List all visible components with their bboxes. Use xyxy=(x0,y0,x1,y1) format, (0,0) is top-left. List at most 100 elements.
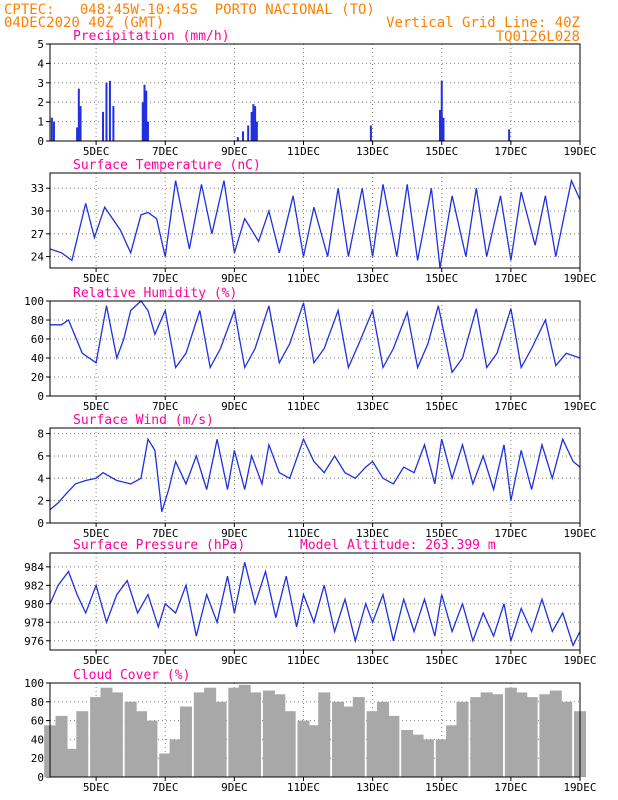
x-tick-label: 13DEC xyxy=(356,400,389,413)
x-tick-label: 7DEC xyxy=(152,654,179,667)
cloud-bar xyxy=(421,739,434,777)
x-tick-label: 17DEC xyxy=(494,272,527,285)
x-tick-label: 13DEC xyxy=(356,654,389,667)
x-tick-label: 5DEC xyxy=(83,527,110,540)
precip-bar xyxy=(79,106,82,141)
y-tick-label: 60 xyxy=(31,333,44,346)
y-tick-label: 984 xyxy=(24,561,44,574)
panel-frame xyxy=(49,427,581,524)
x-tick-label: 11DEC xyxy=(287,145,320,158)
panel-frame xyxy=(49,172,581,269)
x-tick-label: 9DEC xyxy=(221,145,248,158)
cloud-bar xyxy=(124,701,137,777)
precip-bar xyxy=(141,102,144,141)
x-tick-label: 17DEC xyxy=(494,145,527,158)
y-tick-label: 0 xyxy=(37,771,44,784)
wind-line xyxy=(49,437,581,512)
precip-bar xyxy=(440,80,443,141)
precip-bar xyxy=(247,125,250,141)
y-tick-label: 980 xyxy=(24,598,44,611)
x-tick-label: 13DEC xyxy=(356,781,389,794)
precip-bar xyxy=(508,129,511,141)
x-tick-label: 13DEC xyxy=(356,145,389,158)
header-station: CPTEC: 048:45W-10:45S PORTO NACIONAL (TO… xyxy=(4,2,375,18)
x-tick-label: 17DEC xyxy=(494,781,527,794)
header-model-id: TQ0126L028 xyxy=(496,29,580,45)
y-tick-label: 40 xyxy=(31,733,44,746)
cloud-bar xyxy=(307,725,320,777)
panel-title: Surface Temperature (nC) xyxy=(73,158,261,173)
y-tick-label: 3 xyxy=(37,77,44,90)
y-tick-label: 60 xyxy=(31,715,44,728)
y-tick-label: 80 xyxy=(31,696,44,709)
cloud-bar xyxy=(283,711,296,777)
y-tick-label: 100 xyxy=(24,677,44,690)
cloud-bar xyxy=(135,711,148,777)
precip-bar xyxy=(77,88,80,141)
precip-bar xyxy=(145,90,148,141)
precip-bar xyxy=(254,106,257,141)
cloud-bar xyxy=(238,684,251,777)
cloud-bar xyxy=(411,734,424,777)
x-tick-label: 13DEC xyxy=(356,527,389,540)
cloud-bar xyxy=(318,692,331,777)
x-tick-label: 17DEC xyxy=(494,400,527,413)
panel-frame xyxy=(49,43,581,142)
cloud-bar xyxy=(446,725,459,777)
y-tick-label: 4 xyxy=(37,472,44,485)
y-tick-label: 20 xyxy=(31,371,44,384)
pres-line xyxy=(49,562,581,648)
cloud-bar xyxy=(262,690,275,777)
y-tick-label: 5 xyxy=(37,38,44,51)
cloud-bar xyxy=(456,701,469,777)
x-tick-label: 17DEC xyxy=(494,654,527,667)
precip-bar xyxy=(439,109,442,141)
x-tick-label: 7DEC xyxy=(152,400,179,413)
panel-title: Surface Wind (m/s) xyxy=(73,413,214,428)
x-tick-label: 9DEC xyxy=(221,527,248,540)
x-tick-label: 9DEC xyxy=(221,781,248,794)
precip-bar xyxy=(255,121,258,141)
panel-title: Cloud Cover (%) xyxy=(73,668,190,683)
panel-subtitle: Model Altitude: 263.399 m xyxy=(300,538,496,553)
y-tick-label: 0 xyxy=(37,390,44,403)
x-tick-label: 15DEC xyxy=(425,145,458,158)
cloud-bar xyxy=(100,687,113,777)
y-tick-label: 0 xyxy=(37,517,44,530)
y-tick-label: 33 xyxy=(31,182,44,195)
y-tick-label: 0 xyxy=(37,135,44,148)
x-tick-label: 9DEC xyxy=(221,400,248,413)
y-tick-label: 2 xyxy=(37,96,44,109)
cloud-bar xyxy=(249,692,262,777)
panel-title: Precipitation (mm/h) xyxy=(73,29,230,44)
precip-bar xyxy=(50,117,53,141)
precip-bar xyxy=(108,80,111,141)
x-tick-label: 13DEC xyxy=(356,272,389,285)
x-tick-label: 19DEC xyxy=(563,400,596,413)
header-run-time: 04DEC2020 40Z (GMT) xyxy=(4,15,164,31)
cloud-bar xyxy=(401,730,414,777)
cloud-bar xyxy=(387,715,400,777)
y-tick-label: 40 xyxy=(31,352,44,365)
header-grid-line: Vertical Grid Line: 40Z xyxy=(386,15,580,31)
precip-bar xyxy=(146,121,149,141)
cloud-bar xyxy=(480,692,493,777)
x-tick-label: 17DEC xyxy=(494,527,527,540)
x-tick-label: 11DEC xyxy=(287,654,320,667)
x-tick-label: 19DEC xyxy=(563,527,596,540)
y-tick-label: 27 xyxy=(31,228,44,241)
precip-bar xyxy=(250,111,253,141)
cloud-bar xyxy=(169,739,182,777)
y-tick-label: 8 xyxy=(37,428,44,441)
y-tick-label: 978 xyxy=(24,616,44,629)
precip-bar xyxy=(252,104,255,141)
precip-bar xyxy=(143,84,146,141)
x-tick-label: 15DEC xyxy=(425,527,458,540)
cloud-bar xyxy=(273,694,286,777)
y-tick-label: 1 xyxy=(37,116,44,129)
x-tick-label: 7DEC xyxy=(152,781,179,794)
precip-bar xyxy=(105,82,108,141)
y-tick-label: 4 xyxy=(37,57,44,70)
x-tick-label: 15DEC xyxy=(425,654,458,667)
x-tick-label: 11DEC xyxy=(287,781,320,794)
